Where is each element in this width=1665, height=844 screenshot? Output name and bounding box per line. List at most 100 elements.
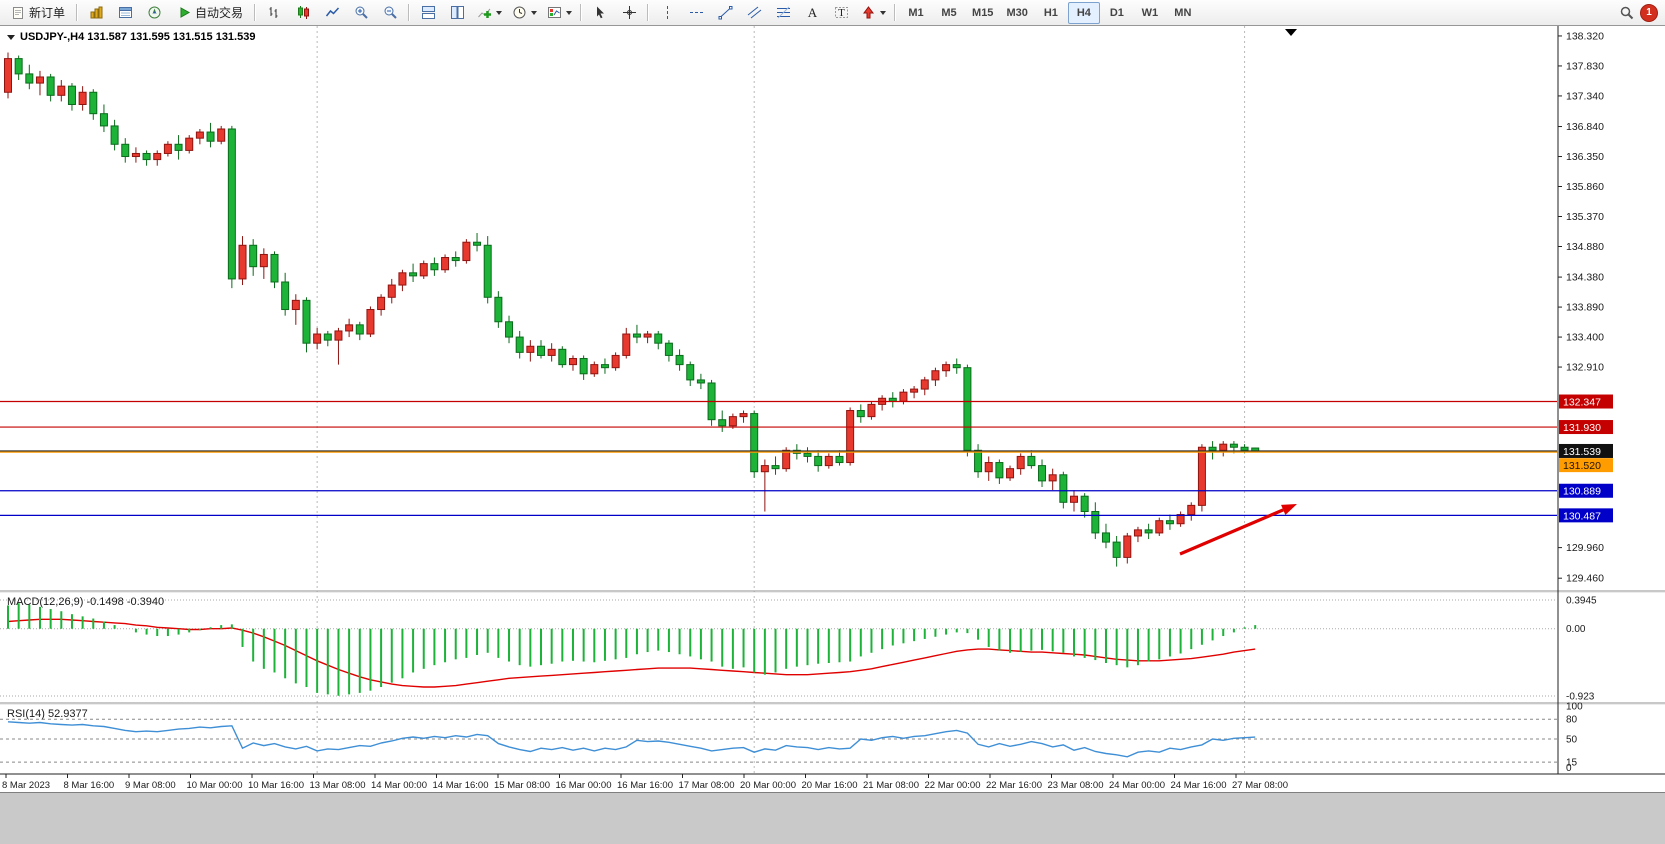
symbol-dropdown-icon[interactable] xyxy=(7,34,15,40)
time-tick-label: 17 Mar 08:00 xyxy=(679,780,735,791)
time-tick-label: 14 Mar 00:00 xyxy=(371,780,427,791)
time-tick-label: 20 Mar 00:00 xyxy=(740,780,796,791)
timeframe-m5-button[interactable]: M5 xyxy=(941,6,957,19)
notifications-badge[interactable]: 1 xyxy=(1640,3,1658,22)
timeframe-h4-button[interactable]: H4 xyxy=(1067,1,1100,24)
search-icon[interactable] xyxy=(1618,5,1634,21)
dropdown-caret-icon xyxy=(566,10,573,15)
candle-body xyxy=(664,342,673,356)
candle-body xyxy=(291,299,300,311)
zoom-out-button[interactable] xyxy=(376,2,404,24)
timeframe-m1-button[interactable]: M1 xyxy=(908,6,924,19)
data-window-button[interactable] xyxy=(111,2,139,24)
candle-body xyxy=(803,452,812,457)
hline-price-label-box xyxy=(1559,508,1613,523)
market-watch-button[interactable] xyxy=(82,2,110,24)
tile-windows-button[interactable] xyxy=(414,2,442,24)
timeframe-m30-button[interactable]: M30 xyxy=(1006,6,1028,19)
trendline-icon xyxy=(717,5,733,21)
timeframe-mn-button[interactable]: MN xyxy=(1174,6,1192,19)
candle-body xyxy=(824,455,833,467)
candle-body xyxy=(1091,510,1100,534)
chart-title-text: USDJPY-,H4 131.587 131.595 131.515 131.5… xyxy=(20,31,256,43)
candle-body xyxy=(654,333,663,344)
chart-bars-button[interactable] xyxy=(260,2,288,24)
candle-body xyxy=(67,85,76,106)
candle-body xyxy=(451,257,460,262)
text-label-button[interactable]: T xyxy=(827,2,855,24)
candle-body xyxy=(238,244,247,280)
price-tick-label: 138.320 xyxy=(1566,30,1604,42)
text-button[interactable]: A xyxy=(798,2,826,24)
candle-body xyxy=(377,296,386,311)
navigator-button[interactable] xyxy=(140,2,168,24)
timeframe-m15-button[interactable]: M15 xyxy=(972,6,994,19)
candle-body xyxy=(366,309,375,335)
indicators-button[interactable] xyxy=(472,2,506,24)
cursor-button[interactable] xyxy=(586,2,614,24)
time-tick-label: 22 Mar 16:00 xyxy=(986,780,1042,791)
dropdown-caret-icon xyxy=(880,10,887,15)
candle-body xyxy=(579,357,588,375)
trend-arrow[interactable] xyxy=(1179,508,1284,556)
chart-candles-button[interactable] xyxy=(289,2,317,24)
templates-button[interactable] xyxy=(542,2,576,24)
hline-price-label-box xyxy=(1559,483,1613,498)
candle-body xyxy=(568,357,577,366)
fibonacci-button[interactable] xyxy=(769,2,797,24)
candle-body xyxy=(313,333,322,344)
time-tick-label: 16 Mar 16:00 xyxy=(617,780,673,791)
candle-body xyxy=(1038,465,1047,482)
candle-body xyxy=(590,364,599,375)
chart-window[interactable]: 132.347 131.930 131.539 131.520 130.889 130.4… xyxy=(0,26,1665,793)
auto-trading-play-icon xyxy=(176,5,192,21)
candle-body xyxy=(110,125,119,145)
horizontal-line-button[interactable] xyxy=(682,2,710,24)
candle-body xyxy=(718,419,727,427)
zoom-in-button[interactable] xyxy=(347,2,375,24)
candle-body xyxy=(1208,446,1217,451)
price-axis[interactable]: 138.320 137.830 137.340 136.840 136.350 135.8… xyxy=(1557,26,1604,774)
candle-body xyxy=(35,76,44,84)
new-order-button[interactable]: 新订单 xyxy=(3,2,72,24)
candle-body xyxy=(206,131,215,142)
time-axis[interactable]: 8 Mar 2023 8 Mar 16:00 9 Mar 08:00 10 Mar 0… xyxy=(0,773,1665,791)
rsi-scale-label: 100 xyxy=(1566,702,1583,713)
timeframe-h1-button[interactable]: H1 xyxy=(1043,6,1058,19)
candle-body xyxy=(675,354,684,366)
new-chart-button[interactable] xyxy=(443,2,471,24)
equidistant-channel-button[interactable] xyxy=(740,2,768,24)
macd-scale-label: 0.3945 xyxy=(1566,596,1597,607)
price-tick-label: 133.400 xyxy=(1566,332,1604,344)
candle-body xyxy=(259,253,268,268)
macd-scale-label: 0.00 xyxy=(1566,624,1586,635)
trendline-button[interactable] xyxy=(711,2,739,24)
chart-title-ohlc: USDJPY-,H4 131.587 131.595 131.515 131.5… xyxy=(7,31,255,43)
price-tick-label: 129.960 xyxy=(1566,542,1604,554)
arrows-tool-button[interactable] xyxy=(856,2,890,24)
candle-body xyxy=(217,128,226,142)
auto-trading-button[interactable]: 自动交易 xyxy=(169,2,250,24)
candle-body xyxy=(419,263,428,277)
candle-body xyxy=(1112,541,1121,558)
vertical-line-button[interactable] xyxy=(653,2,681,24)
trend-arrow-head[interactable] xyxy=(1281,504,1297,515)
chart-shift-marker[interactable] xyxy=(1285,29,1297,36)
candle-body xyxy=(995,462,1004,479)
price-tick-label: 135.860 xyxy=(1566,181,1604,193)
hline-price-label: 131.930 xyxy=(1563,422,1601,434)
candle-body xyxy=(974,449,983,473)
candle-body xyxy=(1016,455,1025,470)
hline-price-label-box xyxy=(1559,443,1613,458)
chart-canvas[interactable]: 132.347 131.930 131.539 131.520 130.889 130.4… xyxy=(0,26,1665,792)
timeframe-w1-button[interactable]: W1 xyxy=(1141,6,1159,19)
navigator-icon xyxy=(146,5,162,21)
crosshair-button[interactable] xyxy=(615,2,643,24)
candle-body xyxy=(867,403,876,418)
chart-line-button[interactable] xyxy=(318,2,346,24)
periods-button[interactable] xyxy=(507,2,541,24)
timeframe-d1-button[interactable]: D1 xyxy=(1109,6,1124,19)
candle-body xyxy=(270,253,279,283)
candle-body xyxy=(547,348,556,356)
horizontal-lines[interactable]: 132.347 131.930 131.539 131.520 130.889 130.4… xyxy=(0,394,1613,523)
